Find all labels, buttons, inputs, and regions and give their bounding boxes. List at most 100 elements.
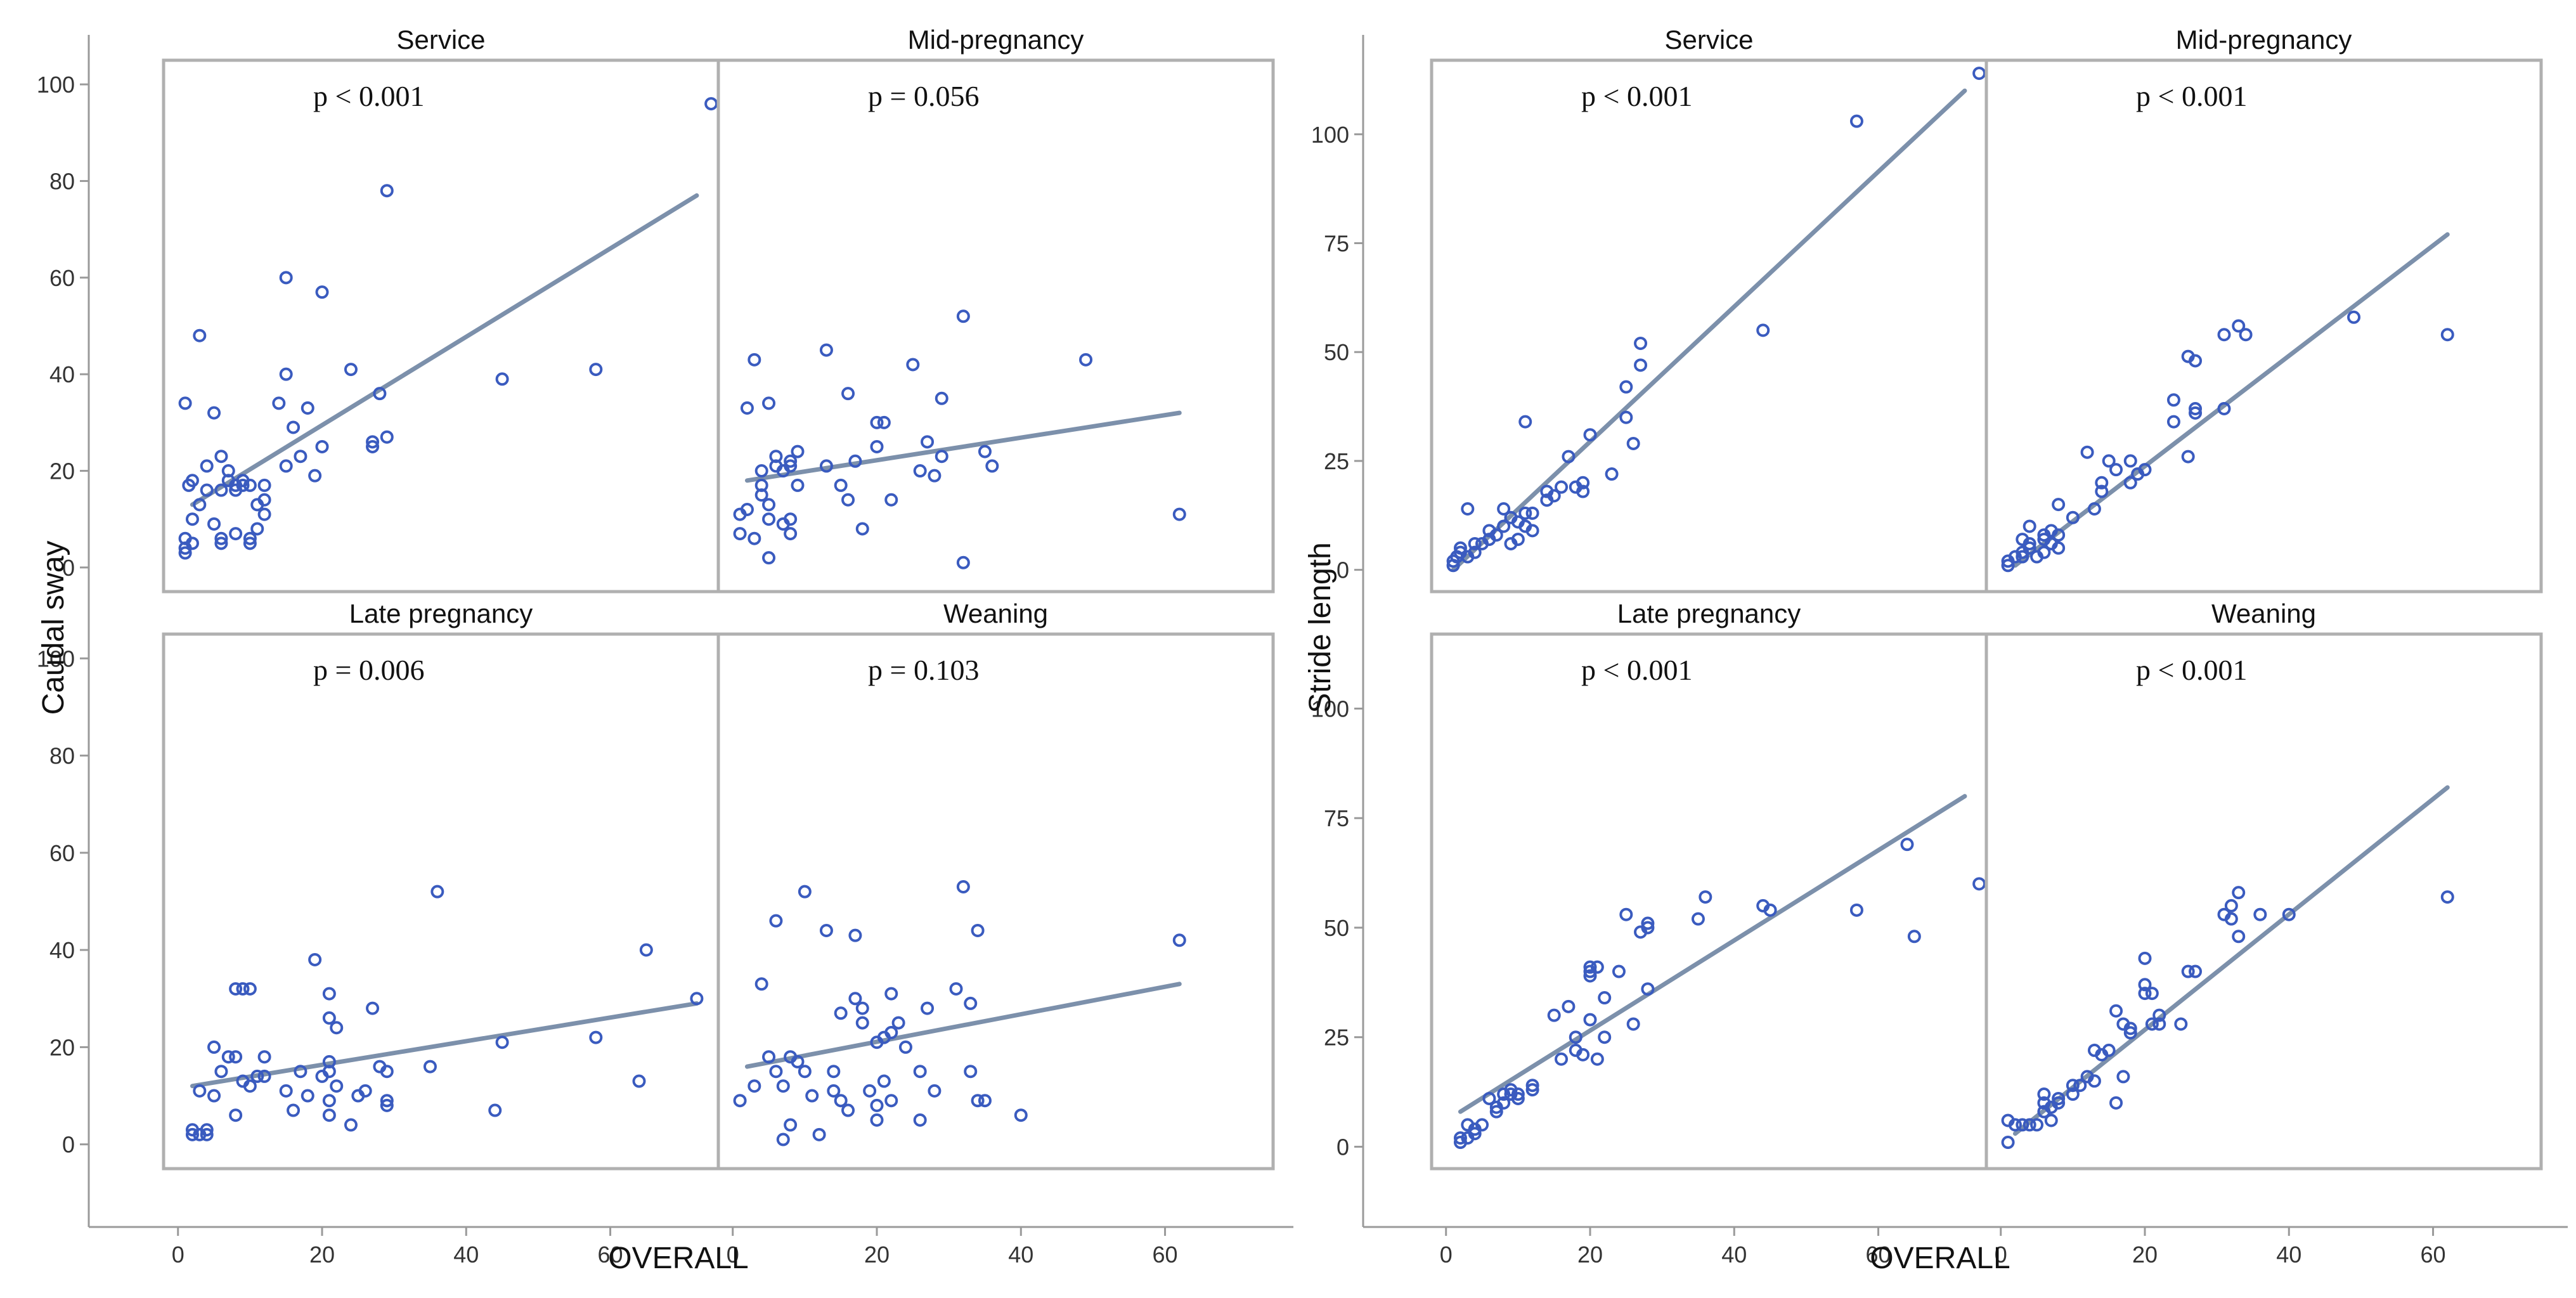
panel-weaning: Weaning p = 0.103 0 20 40 60	[716, 599, 1275, 1268]
data-point	[1849, 114, 1863, 128]
data-point	[279, 271, 293, 285]
y-tick-label: 25	[1324, 1025, 1349, 1051]
p-value-label: p < 0.001	[313, 80, 424, 112]
panel-title: Weaning	[943, 599, 1048, 628]
data-point	[1598, 991, 1612, 1005]
data-point	[1511, 533, 1525, 547]
data-point	[827, 1065, 841, 1079]
data-point	[2166, 415, 2180, 429]
data-point	[870, 415, 884, 429]
data-point	[279, 459, 293, 473]
data-point	[2217, 328, 2231, 342]
data-point	[315, 285, 329, 299]
panel-service: Service p < 0.001 0 25 50 75 100	[1311, 25, 1988, 594]
data-point	[1583, 960, 1597, 974]
data-point	[1014, 1108, 1028, 1122]
data-point	[870, 439, 884, 453]
data-point	[985, 459, 999, 473]
fit-line	[744, 982, 1182, 1069]
data-point	[1489, 1105, 1503, 1119]
y-tick-label: 0	[62, 1132, 75, 1158]
data-point	[243, 1079, 257, 1093]
data-point	[784, 512, 798, 526]
data-point	[1619, 410, 1633, 424]
panel-late-pregnancy: Late pregnancy p < 0.001 0 25 50 75 100 0 20 40 60	[1311, 599, 1988, 1268]
data-point	[358, 1084, 372, 1098]
data-point	[207, 517, 221, 531]
data-point	[1172, 507, 1186, 521]
data-point	[1518, 415, 1532, 429]
data-point	[1691, 912, 1705, 926]
data-point	[2023, 519, 2036, 533]
data-point	[2174, 1017, 2188, 1031]
data-point	[257, 478, 271, 492]
data-point	[2052, 541, 2066, 555]
panel-title: Late pregnancy	[349, 599, 533, 628]
p-value-label: p < 0.001	[1581, 654, 1692, 686]
y-tick-label: 100	[1311, 122, 1349, 148]
data-point	[2217, 402, 2231, 416]
data-point	[791, 445, 805, 458]
data-point	[2008, 1118, 2022, 1132]
data-point	[214, 1065, 228, 1079]
data-point	[322, 1094, 336, 1108]
fit-line	[744, 410, 1182, 483]
data-point	[330, 1021, 344, 1035]
data-point	[791, 478, 805, 492]
data-point	[2016, 550, 2029, 564]
data-point	[301, 401, 314, 415]
data-point	[2189, 402, 2203, 416]
data-point	[1468, 536, 1482, 550]
data-point	[704, 97, 718, 111]
data-point	[884, 493, 898, 507]
data-point	[870, 1098, 884, 1112]
data-point	[632, 1074, 646, 1088]
data-point	[855, 1016, 869, 1030]
data-point	[214, 483, 228, 497]
data-point	[1583, 1013, 1597, 1027]
data-point	[740, 401, 754, 415]
data-point	[748, 1079, 761, 1093]
data-point	[762, 551, 776, 565]
x-tick-label: 60	[2421, 1242, 2446, 1268]
chart-stride-length: Service p < 0.001 0 25 50 75 100 Mid-pregnancy p…	[1304, 25, 2568, 1275]
data-point	[1497, 1096, 1511, 1110]
data-point	[762, 498, 776, 512]
data-point	[834, 1094, 848, 1108]
data-point	[2282, 907, 2296, 921]
data-point	[733, 1094, 747, 1108]
data-point	[301, 1089, 314, 1103]
y-tick-label: 50	[1324, 915, 1349, 941]
data-point	[690, 992, 704, 1006]
y-tick-label: 20	[49, 1034, 75, 1060]
data-point	[1525, 524, 1539, 538]
data-point	[380, 184, 394, 198]
data-point	[1525, 1079, 1539, 1093]
panel-frame	[1984, 58, 2543, 594]
data-point	[2152, 1017, 2166, 1031]
data-point	[2001, 1136, 2015, 1150]
data-point	[185, 512, 199, 526]
data-point	[1497, 519, 1511, 533]
data-point	[784, 1118, 798, 1132]
data-point	[2232, 319, 2246, 333]
y-tick-label: 75	[1324, 230, 1349, 256]
data-point	[2052, 498, 2066, 512]
data-point	[841, 493, 855, 507]
data-point	[1619, 907, 1633, 921]
data-point	[639, 943, 653, 957]
data-point	[178, 546, 192, 560]
data-point	[805, 1089, 819, 1103]
data-point	[294, 1065, 307, 1079]
data-point	[863, 1084, 877, 1098]
data-point	[1489, 528, 1503, 542]
data-point	[380, 1065, 394, 1079]
data-point	[834, 1006, 848, 1020]
data-point	[193, 328, 207, 342]
data-point	[2023, 541, 2036, 555]
data-point	[964, 996, 978, 1010]
data-point	[1626, 1017, 1640, 1031]
data-point	[308, 469, 322, 483]
data-point	[906, 358, 920, 372]
